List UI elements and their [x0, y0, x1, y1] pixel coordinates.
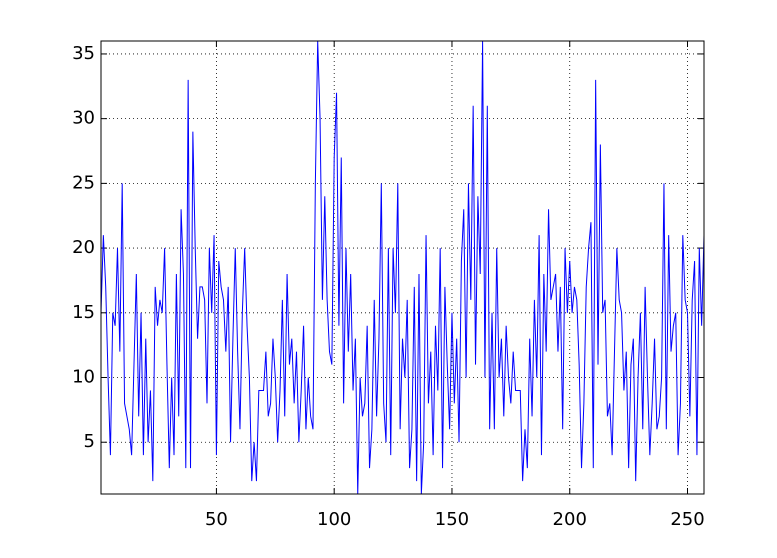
x-tick-label: 200 — [553, 509, 587, 530]
x-tick-label: 100 — [317, 509, 351, 530]
x-tick-label: 50 — [205, 509, 228, 530]
x-tick-label: 250 — [670, 509, 704, 530]
y-tick-label: 25 — [72, 172, 95, 193]
axes-box — [100, 40, 705, 495]
data-line — [101, 41, 704, 494]
y-tick-label: 15 — [72, 302, 95, 323]
y-tick-label: 5 — [84, 431, 95, 452]
y-tick-label: 10 — [72, 367, 95, 388]
x-tick-label: 150 — [435, 509, 469, 530]
y-tick-label: 20 — [72, 237, 95, 258]
y-tick-label: 30 — [72, 108, 95, 129]
y-tick-label: 35 — [72, 43, 95, 64]
